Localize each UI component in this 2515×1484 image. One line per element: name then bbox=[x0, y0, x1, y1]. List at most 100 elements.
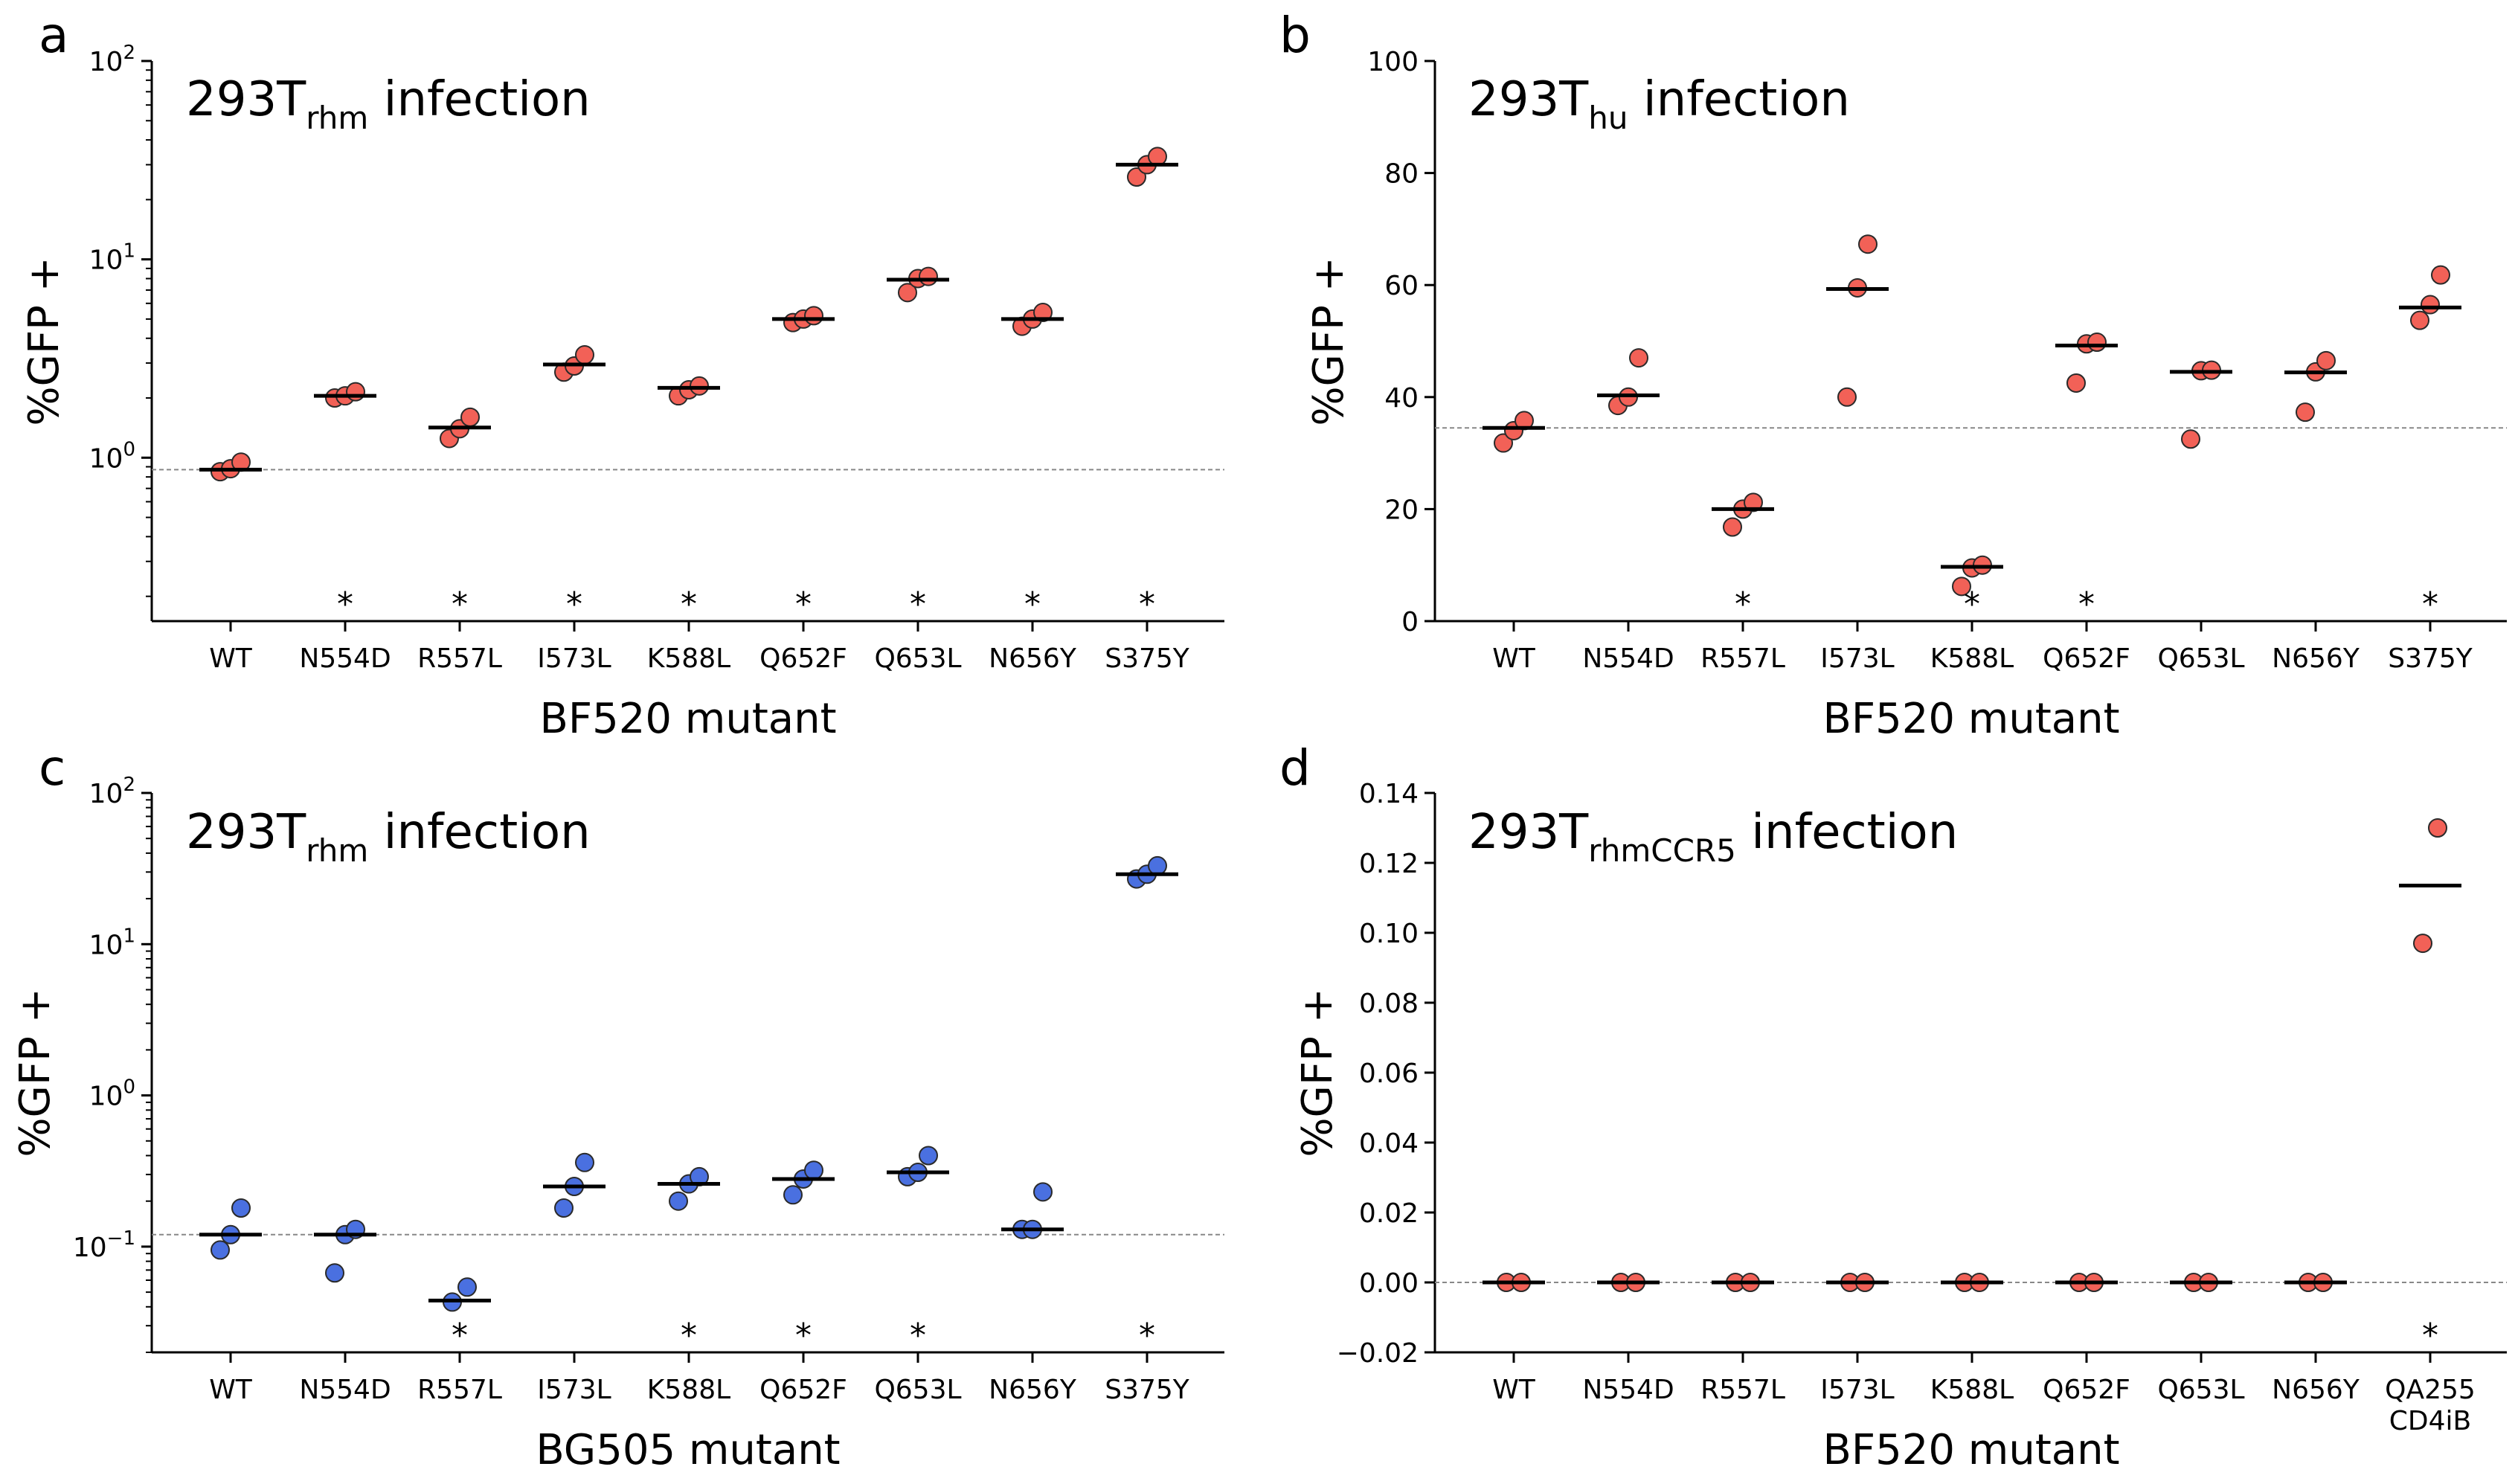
data-point bbox=[1723, 517, 1742, 537]
data-point bbox=[1744, 492, 1763, 513]
data-point bbox=[346, 382, 365, 402]
x-tick-label: S375Y bbox=[1105, 1375, 1190, 1405]
x-tick-label: Q653L bbox=[2157, 643, 2244, 674]
data-point bbox=[211, 1240, 230, 1260]
panel-letter: a bbox=[39, 7, 68, 64]
significance-star: * bbox=[795, 1317, 812, 1355]
data-point bbox=[783, 1185, 803, 1205]
y-tick-label: 0.08 bbox=[1359, 989, 1419, 1019]
data-point bbox=[804, 1160, 823, 1181]
x-tick-label: Q652F bbox=[2043, 643, 2130, 674]
panel-letter: c bbox=[39, 739, 65, 797]
y-tick-label: −0.02 bbox=[1337, 1338, 1419, 1369]
y-tick-label: 100 bbox=[89, 1076, 135, 1112]
y-axis-label: %GFP + bbox=[1294, 988, 1342, 1157]
significance-star: * bbox=[795, 585, 812, 623]
data-point bbox=[2431, 265, 2450, 285]
data-point bbox=[325, 1263, 344, 1283]
x-tick-label: R557L bbox=[1700, 643, 1785, 674]
significance-star: * bbox=[681, 585, 697, 623]
data-point bbox=[575, 345, 594, 365]
data-point bbox=[2087, 333, 2107, 353]
panel-title: 293Trhm infection bbox=[186, 72, 591, 136]
data-point bbox=[231, 1198, 251, 1218]
significance-star: * bbox=[1735, 585, 1751, 623]
x-tick-label: N554D bbox=[299, 1375, 391, 1405]
x-tick-label: WT bbox=[1492, 643, 1536, 674]
y-tick-label: 0.02 bbox=[1359, 1198, 1419, 1229]
x-tick-label: S375Y bbox=[1105, 643, 1190, 674]
y-tick-label: 60 bbox=[1384, 271, 1419, 301]
significance-star: * bbox=[2422, 1317, 2438, 1355]
x-tick-label: N656Y bbox=[2272, 643, 2360, 674]
x-axis-label: BF520 mutant bbox=[1822, 1426, 2119, 1474]
x-tick-label: N554D bbox=[1582, 1375, 1674, 1405]
y-axis-label: %GFP + bbox=[20, 257, 68, 425]
y-tick-label: 0.14 bbox=[1359, 779, 1419, 809]
data-point bbox=[1494, 433, 1513, 453]
data-point bbox=[2316, 350, 2336, 370]
significance-star: * bbox=[452, 1317, 468, 1355]
panel-title: 293Trhm infection bbox=[186, 805, 591, 869]
data-point bbox=[2296, 402, 2315, 423]
x-tick-label: I573L bbox=[537, 1375, 611, 1405]
x-tick-label: QA255 bbox=[2385, 1375, 2476, 1405]
y-tick-label: 0.06 bbox=[1359, 1059, 1419, 1089]
data-point bbox=[1837, 387, 1857, 407]
x-tick-label: Q653L bbox=[874, 643, 961, 674]
y-tick-label: 100 bbox=[1367, 47, 1419, 77]
y-tick-label: 100 bbox=[89, 438, 135, 474]
data-point bbox=[669, 1191, 688, 1211]
x-tick-label: I573L bbox=[1820, 1375, 1894, 1405]
x-tick-label: N656Y bbox=[2272, 1375, 2360, 1405]
significance-star: * bbox=[337, 585, 353, 623]
data-point bbox=[1148, 855, 1167, 876]
data-point bbox=[804, 306, 823, 326]
x-tick-label: R557L bbox=[1700, 1375, 1785, 1405]
x-tick-label: N554D bbox=[1582, 643, 1674, 674]
panel-title: 293Thu infection bbox=[1468, 72, 1850, 136]
data-point bbox=[2421, 295, 2440, 315]
data-point bbox=[2410, 310, 2429, 330]
panel-d: d 293TrhmCCR5 infection −0.02 0.00 0.02 0.04 0… bbox=[1279, 739, 2507, 1474]
x-tick-label: S375Y bbox=[2388, 643, 2473, 674]
y-tick-label: 102 bbox=[89, 774, 135, 809]
data-point bbox=[2181, 429, 2200, 449]
x-tick-label: CD4iB bbox=[2389, 1406, 2471, 1436]
x-tick-label: Q653L bbox=[2157, 1375, 2244, 1405]
y-tick-label: 0.04 bbox=[1359, 1128, 1419, 1159]
panel-c: c 293Trhm infection 10−1 100 101 102 WT N554D R5… bbox=[11, 739, 1224, 1474]
x-axis-label: BG505 mutant bbox=[536, 1426, 840, 1474]
panel-b: b 293Thu infection 0 20 40 60 80 100 WT N554D R557… bbox=[1279, 7, 2507, 743]
y-tick-label: 0.00 bbox=[1359, 1268, 1419, 1299]
data-point bbox=[575, 1152, 594, 1172]
y-tick-label: 101 bbox=[89, 925, 135, 960]
data-point bbox=[919, 1146, 938, 1166]
data-point bbox=[2413, 934, 2432, 954]
x-tick-label: N656Y bbox=[989, 643, 1077, 674]
data-point bbox=[2066, 373, 2086, 393]
data-point bbox=[1858, 234, 1878, 254]
panel-letter: d bbox=[1279, 739, 1311, 797]
y-tick-label: 0.12 bbox=[1359, 849, 1419, 879]
data-point bbox=[1952, 576, 1971, 597]
y-tick-label: 101 bbox=[89, 240, 135, 276]
significance-star: * bbox=[1139, 585, 1155, 623]
data-point bbox=[1033, 303, 1053, 323]
data-point bbox=[690, 376, 709, 396]
x-tick-label: I573L bbox=[1820, 643, 1894, 674]
panel-title: 293TrhmCCR5 infection bbox=[1468, 805, 1958, 869]
x-axis-label: BF520 mutant bbox=[1822, 695, 2119, 743]
panel-letter: b bbox=[1279, 7, 1311, 64]
significance-star: * bbox=[681, 1317, 697, 1355]
x-tick-label: K588L bbox=[1930, 1375, 2014, 1405]
y-tick-label: 0.10 bbox=[1359, 919, 1419, 949]
x-tick-label: R557L bbox=[417, 643, 502, 674]
x-tick-label: Q652F bbox=[759, 643, 847, 674]
x-tick-label: WT bbox=[1492, 1375, 1536, 1405]
data-point bbox=[898, 283, 917, 303]
x-tick-label: WT bbox=[209, 1375, 253, 1405]
y-tick-label: 80 bbox=[1384, 159, 1419, 190]
x-tick-label: Q652F bbox=[759, 1375, 847, 1405]
